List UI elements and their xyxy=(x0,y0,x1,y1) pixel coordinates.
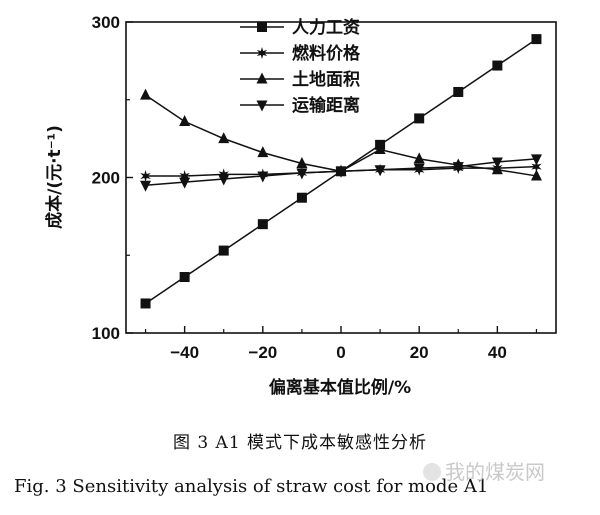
y-axis-label: 成本/(元·t⁻¹) xyxy=(44,125,65,229)
series-4 xyxy=(140,154,542,192)
legend-item: 土地面积 xyxy=(240,69,360,90)
x-tick-label: 40 xyxy=(488,343,507,362)
data-point xyxy=(218,168,229,181)
data-point xyxy=(218,132,230,144)
data-point xyxy=(530,154,542,166)
legend-label: 运输距离 xyxy=(292,95,360,116)
data-point xyxy=(374,165,386,177)
data-point xyxy=(179,177,191,189)
watermark: 我的煤炭网 xyxy=(423,456,545,485)
data-point xyxy=(492,60,503,71)
data-point xyxy=(453,86,464,97)
data-point xyxy=(140,180,152,192)
y-tick-label: 200 xyxy=(92,169,120,188)
legend-item: 人力工资 xyxy=(240,17,360,38)
data-point xyxy=(374,143,386,155)
data-point xyxy=(179,115,191,127)
data-point xyxy=(218,174,230,186)
legend-label: 燃料价格 xyxy=(292,43,361,64)
watermark-text: 我的煤炭网 xyxy=(445,460,545,484)
data-point xyxy=(413,163,425,175)
data-point xyxy=(179,169,190,182)
figure-caption-chinese: 图 3 A1 模式下成本敏感性分析 xyxy=(172,433,428,453)
data-point xyxy=(414,113,425,124)
legend-label: 人力工资 xyxy=(292,17,360,38)
legend-marker xyxy=(256,100,268,112)
data-point xyxy=(257,219,268,230)
data-point xyxy=(179,272,190,283)
legend-item: 运输距离 xyxy=(240,95,360,116)
data-point xyxy=(296,157,308,169)
data-point xyxy=(491,157,503,169)
chart-series xyxy=(140,34,542,309)
data-point xyxy=(218,245,229,256)
data-point xyxy=(257,146,269,158)
x-tick-label: 20 xyxy=(410,343,429,362)
figure-caption-english: Fig. 3 Sensitivity analysis of straw cos… xyxy=(14,476,489,497)
data-point xyxy=(140,169,151,182)
x-axis-label: 偏离基本值比例/% xyxy=(269,377,411,398)
y-tick-label: 300 xyxy=(92,13,120,32)
x-tick-label: 0 xyxy=(336,343,345,362)
legend-marker xyxy=(256,72,268,84)
data-point xyxy=(140,88,152,100)
data-point xyxy=(413,152,425,164)
data-point xyxy=(140,298,151,309)
x-tick-label: −40 xyxy=(170,343,199,362)
data-point xyxy=(531,34,542,45)
legend-item: 燃料价格 xyxy=(240,43,361,64)
data-point xyxy=(296,168,308,180)
watermark-logo-icon xyxy=(423,463,441,481)
data-point xyxy=(257,171,269,183)
x-tick-label: −20 xyxy=(248,343,277,362)
y-tick-label: 100 xyxy=(92,324,120,343)
data-point xyxy=(491,163,503,175)
data-point xyxy=(296,192,307,203)
legend-marker xyxy=(257,22,267,32)
data-point xyxy=(531,160,542,173)
legend-marker xyxy=(256,47,268,59)
data-point xyxy=(530,169,542,181)
legend-label: 土地面积 xyxy=(292,69,360,90)
data-point xyxy=(452,162,464,174)
chart-axes: 100 200 300 −40 −20 0 20 40 xyxy=(92,13,557,362)
data-point xyxy=(335,166,347,178)
